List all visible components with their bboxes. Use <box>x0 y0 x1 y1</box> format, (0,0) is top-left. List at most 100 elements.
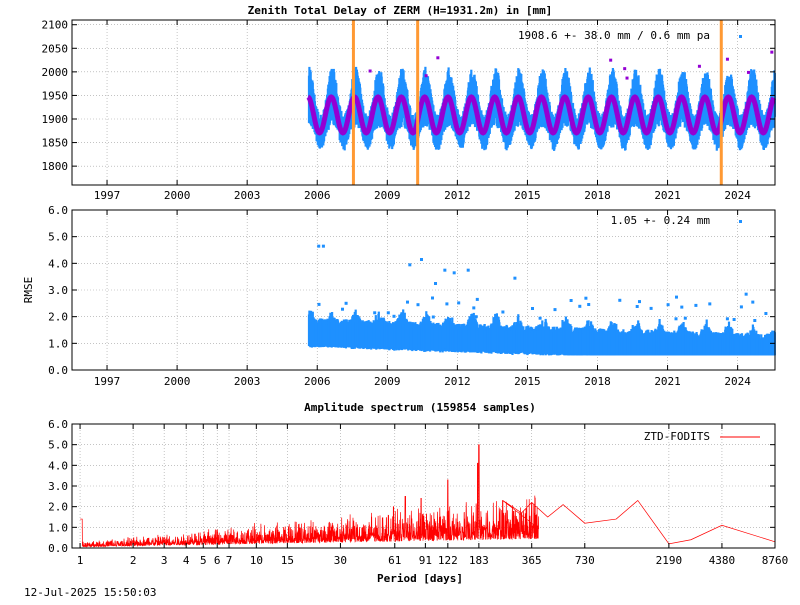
outlier-point <box>344 301 348 305</box>
chart3-xtick-label: 3 <box>161 554 168 567</box>
chart3-ytick-label: 4.0 <box>48 459 68 472</box>
chart3-xtick-label: 5 <box>200 554 207 567</box>
outlier-point <box>569 299 573 302</box>
chart2-xtick-label: 2015 <box>514 375 541 388</box>
chart1-ytick-label: 1950 <box>42 89 69 102</box>
chart3-ytick-label: 1.0 <box>48 521 68 534</box>
outlier-point <box>578 304 582 308</box>
chart1-xtick-label: 2012 <box>444 189 471 202</box>
chart1-ytick-label: 1900 <box>42 113 69 126</box>
chart2-ytick-label: 4.0 <box>48 257 68 270</box>
outlier-point <box>744 292 748 296</box>
outlier-point <box>770 50 774 54</box>
chart2-xtick-label: 2003 <box>234 375 261 388</box>
chart2-xtick-label: 2021 <box>654 375 681 388</box>
outlier-point <box>764 312 768 315</box>
outlier-point <box>751 300 755 304</box>
outlier-point <box>697 64 701 68</box>
outlier-point <box>675 295 678 299</box>
chart3-xtick-label: 730 <box>575 554 595 567</box>
chart3-xtick-label: 183 <box>469 554 489 567</box>
outlier-point <box>739 305 743 309</box>
chart2-ytick-label: 2.0 <box>48 311 68 324</box>
chart3-xtick-label: 61 <box>388 554 401 567</box>
chart1-xtick-label: 1997 <box>94 189 121 202</box>
chart3-xtick-label: 91 <box>419 554 432 567</box>
outlier-point <box>445 302 449 306</box>
outlier-point <box>683 316 687 320</box>
chart1-frame <box>71 19 776 186</box>
outlier-point <box>452 271 456 275</box>
chart1-ytick-label: 1850 <box>42 137 69 150</box>
outlier-point <box>317 302 321 306</box>
outlier-point <box>666 303 670 307</box>
outlier-point <box>436 56 440 60</box>
chart1-ytick-label: 2050 <box>42 42 69 55</box>
outlier-point <box>623 67 627 71</box>
chart2-xtick-label: 2000 <box>164 375 191 388</box>
chart1-xtick-label: 2018 <box>584 189 611 202</box>
outlier-point <box>746 70 750 74</box>
outlier-point <box>431 296 434 300</box>
outlier-point <box>638 300 641 304</box>
outlier-point <box>443 268 447 272</box>
chart2-annotation: 1.05 +- 0.24 mm <box>611 214 711 227</box>
chart1-xtick-label: 2006 <box>304 189 331 202</box>
outlier-point <box>434 282 438 285</box>
outlier-point <box>694 303 698 307</box>
chart1-ytick-label: 1800 <box>42 160 69 173</box>
outlier-point <box>725 317 729 321</box>
outlier-point <box>553 308 557 312</box>
chart3-ytick-label: 3.0 <box>48 480 68 493</box>
chart3-plot: 0.0 1.0 2.0 3.0 4.0 5.0 6.0 1 2 3 4 5 6 7 10 15 30 61 91 12… <box>48 418 788 567</box>
chart2-ytick-label: 6.0 <box>48 204 68 217</box>
outlier-point <box>513 276 517 280</box>
outlier-point <box>424 74 428 78</box>
outlier-point <box>317 244 321 248</box>
outlier-point <box>472 306 476 310</box>
chart3-xlabel: Period [days] <box>377 572 463 585</box>
chart2-ytick-label: 0.0 <box>48 364 68 377</box>
chart1-xtick-label: 2009 <box>374 189 401 202</box>
chart3-xtick-label: 1 <box>77 554 84 567</box>
outlier-point <box>531 307 534 310</box>
chart1-ytick-label: 2000 <box>42 66 69 79</box>
outlier-point <box>474 315 478 319</box>
chart1-xtick-label: 2024 <box>724 189 751 202</box>
outlier-point <box>674 317 678 321</box>
chart2-ytick-label: 5.0 <box>48 231 68 244</box>
outlier-point <box>416 303 420 307</box>
chart2-data <box>307 309 776 356</box>
outlier-point <box>501 310 505 314</box>
chart2-xtick-label: 2018 <box>584 375 611 388</box>
outlier-point <box>587 303 591 306</box>
chart2-xtick-label: 2024 <box>724 375 751 388</box>
chart1-title: Zenith Total Delay of ZERM (H=1931.2m) i… <box>248 4 553 17</box>
chart2-key-point <box>739 220 742 223</box>
chart3-ytick-label: 0.0 <box>48 542 68 555</box>
chart3-xtick-label: 30 <box>334 554 347 567</box>
outlier-point <box>649 306 653 310</box>
outlier-point <box>625 76 629 80</box>
outlier-point <box>386 311 390 315</box>
chart3-xtick-label: 8760 <box>762 554 789 567</box>
outlier-point <box>466 268 470 272</box>
outlier-point <box>321 244 325 248</box>
chart3-ytick-label: 2.0 <box>48 501 68 514</box>
outlier-point <box>431 315 435 319</box>
chart3-legend-label: ZTD-FODITS <box>644 430 710 443</box>
chart1-xtick-label: 2015 <box>514 189 541 202</box>
outlier-point <box>408 263 412 267</box>
spectrum-line <box>80 444 776 548</box>
outlier-point <box>732 318 736 321</box>
chart3-xtick-label: 122 <box>438 554 458 567</box>
chart2-xtick-label: 2012 <box>444 375 471 388</box>
chart3-xtick-label: 4380 <box>709 554 736 567</box>
outlier-point <box>708 302 712 306</box>
footer-timestamp: 12-Jul-2025 15:50:03 <box>24 586 156 599</box>
chart1-ytick-label: 2100 <box>42 19 69 32</box>
outlier-point <box>406 300 409 304</box>
chart3-xtick-label: 4 <box>183 554 190 567</box>
chart2-xtick-label: 2009 <box>374 375 401 388</box>
